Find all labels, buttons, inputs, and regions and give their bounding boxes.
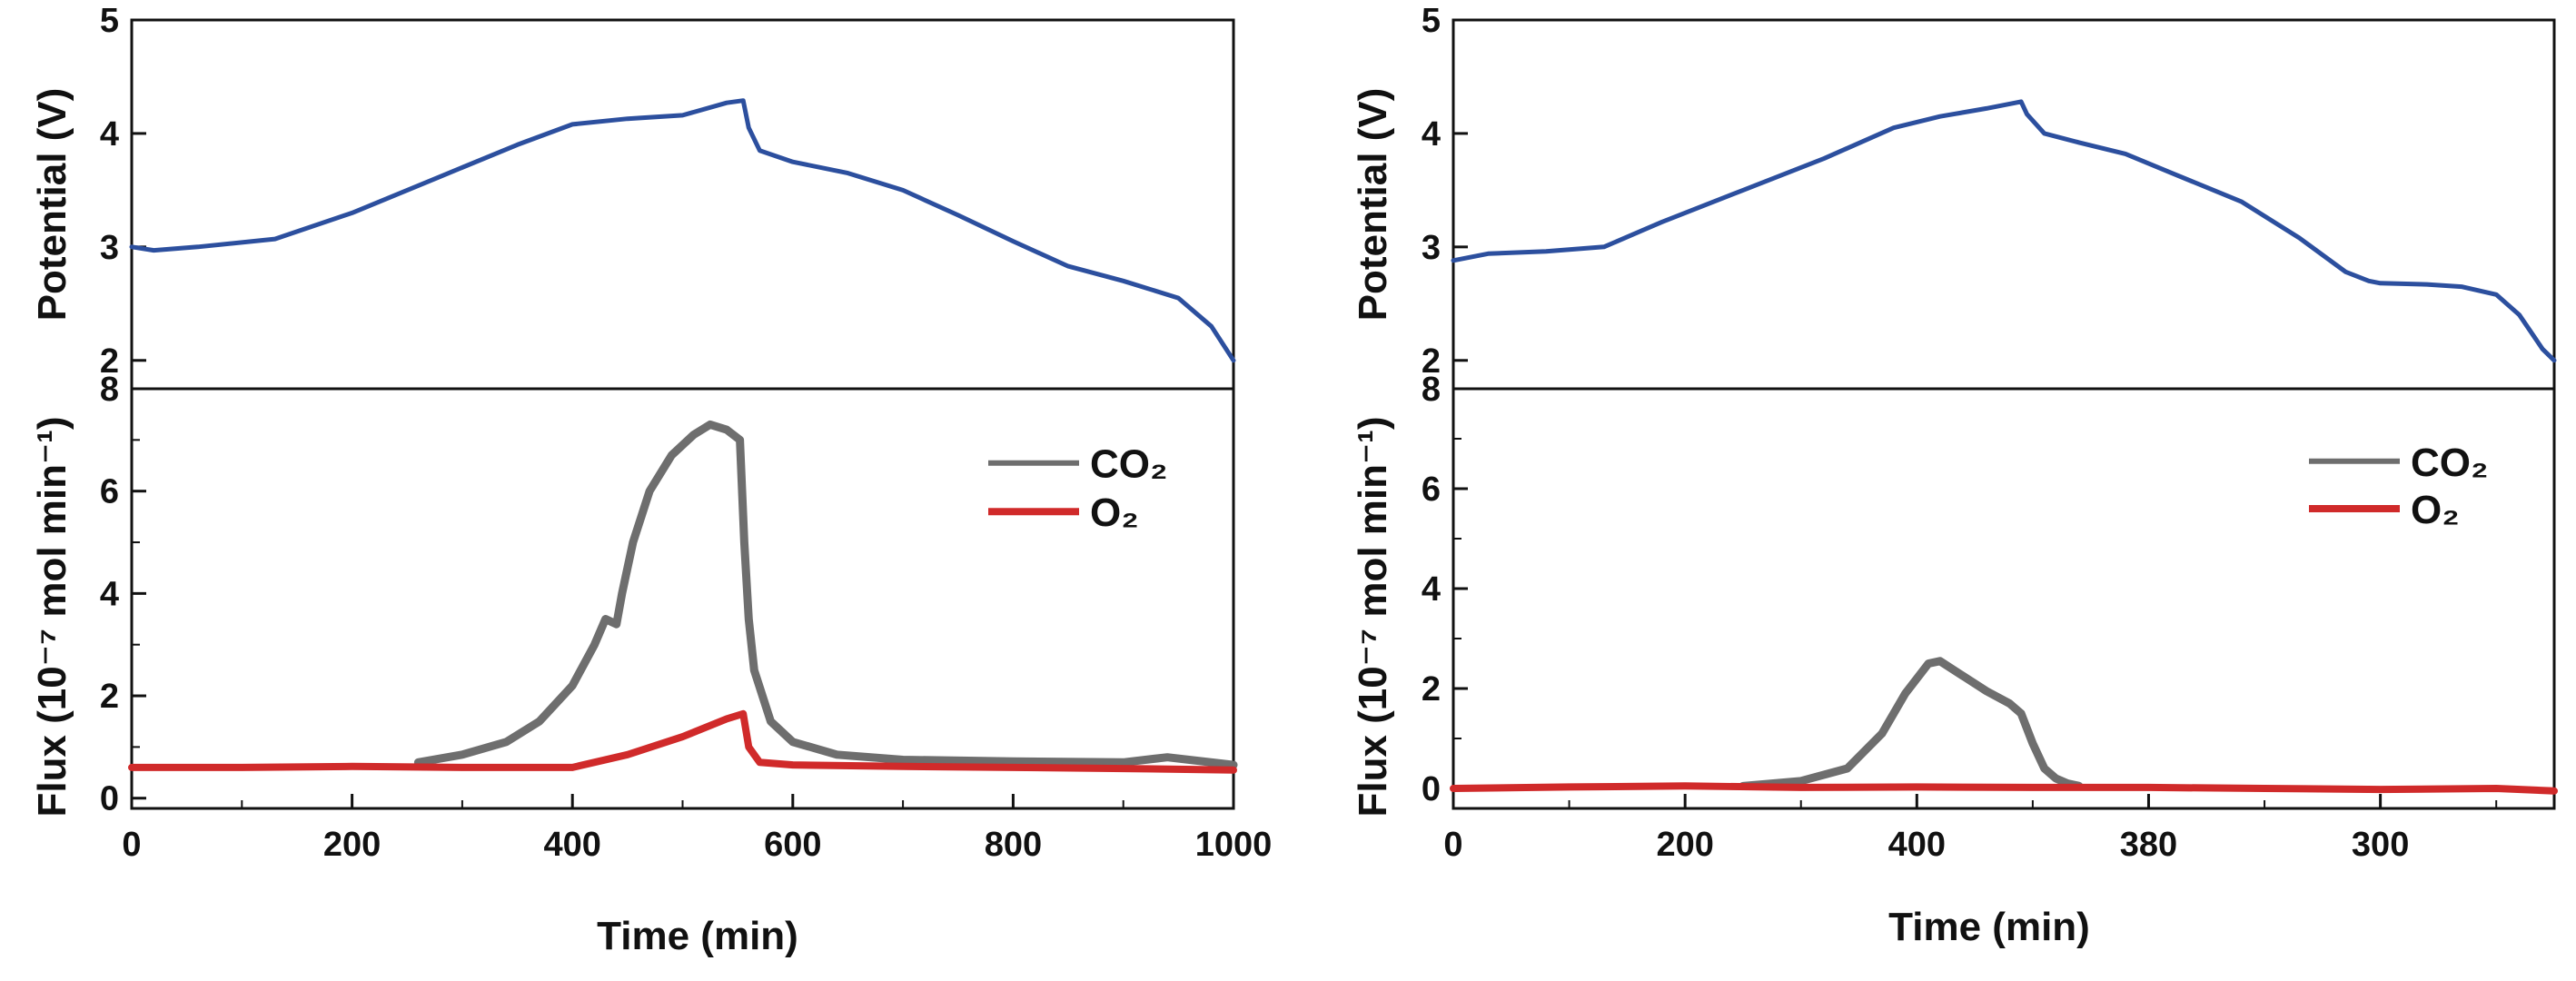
panel1-top-frame [130,18,1235,391]
panel1-xtick-label: 0 [122,826,141,864]
panel2-xtick-label: 200 [1656,826,1713,864]
panel1-top-ytick-label: 5 [100,2,119,40]
panel1-xtick-label: 400 [543,826,600,864]
panel2-bottom-ytick-label: 8 [1422,371,1441,409]
panel2-xtick-label: 400 [1888,826,1946,864]
panel2-bottom-ytick-label: 0 [1422,770,1441,808]
panel2-top-ytick-label: 4 [1422,115,1441,154]
panel2-co2-line [1739,657,2084,790]
panel1-xtick-label: 200 [323,826,381,864]
panel2-xtick-label: 380 [2120,826,2177,864]
panel1-bottom-ytick-label: 6 [100,473,119,511]
panel1-xtick-label: 600 [764,826,821,864]
panel1-top-ylabel: Potential (V) [30,88,74,322]
panel2-top-ylabel: Potential (V) [1351,88,1395,322]
panel1-xlabel: Time (min) [597,914,798,958]
panel1-top-ytick-label: 3 [100,229,119,267]
panel1-potential-line [129,98,1236,363]
panel1-top-ytick-label: 4 [100,115,119,154]
panel2-bottom-ytick-label: 4 [1422,570,1441,609]
panel1-bottom-ytick-label: 8 [100,371,119,409]
panel2-top-ytick-label: 3 [1422,229,1441,267]
panel1-bottom-ytick-label: 2 [100,678,119,716]
panel1-o2-line [128,709,1237,774]
panel2-bottom-ytick-label: 6 [1422,471,1441,509]
panel1-legend-label-o2: O₂ [1090,490,1139,535]
panel2-xtick-label: 300 [2352,826,2409,864]
panel2-o2-line [1450,782,2558,795]
panel1-top-ytick-label: 2 [100,342,119,381]
panel2-legend-label-co2: CO₂ [2411,441,2489,485]
panel2-top-frame [1451,18,2556,391]
panel1-bottom-ylabel: Flux (10⁻⁷ mol min⁻¹) [30,416,74,817]
panel2-xlabel: Time (min) [1888,905,2090,949]
panel1-bottom-ytick-label: 0 [100,780,119,818]
panel2-top-ytick-label: 5 [1422,2,1441,40]
panel2-legend-label-o2: O₂ [2411,488,2460,532]
panel2-bottom-ytick-label: 2 [1422,670,1441,708]
panel2-bottom-frame [1451,387,2556,810]
panel2-xtick-label: 0 [1443,826,1462,864]
panel1-xtick-label: 800 [985,826,1042,864]
panel1-legend-label-co2: CO₂ [1090,442,1168,487]
panel1-bottom-frame [130,387,1235,810]
panel2-bottom-ylabel: Flux (10⁻⁷ mol min⁻¹) [1351,416,1395,817]
panel2-potential-line [1451,99,2557,363]
panel1-bottom-ytick-label: 4 [100,575,119,613]
panel1-co2-line [413,420,1238,769]
panel2-top-ytick-label: 2 [1422,342,1441,381]
panel1-xtick-label: 1000 [1195,826,1273,864]
